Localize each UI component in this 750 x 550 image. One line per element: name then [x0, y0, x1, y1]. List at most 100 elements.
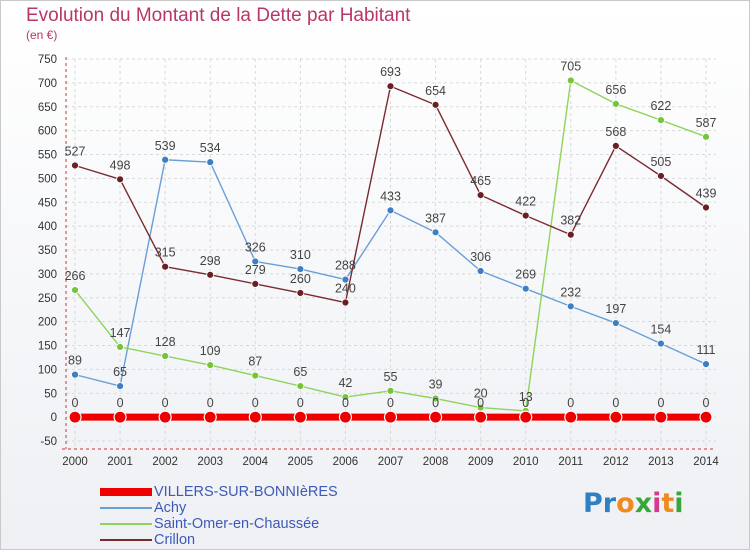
- data-point: [476, 191, 485, 199]
- data-label: 0: [162, 396, 169, 410]
- data-label: 42: [338, 376, 352, 390]
- data-point: [657, 339, 665, 348]
- x-tick-label: 2014: [693, 456, 719, 468]
- data-point: [338, 410, 353, 424]
- data-label: 87: [248, 355, 262, 369]
- data-label: 13: [519, 390, 533, 404]
- x-tick-label: 2000: [62, 456, 88, 468]
- x-tick-label: 2008: [423, 456, 449, 468]
- data-label: 232: [560, 285, 581, 299]
- data-point: [296, 382, 305, 390]
- data-label: 656: [605, 83, 626, 97]
- y-tick-label: 750: [38, 54, 57, 66]
- data-label: 310: [290, 248, 311, 262]
- data-point: [161, 155, 170, 164]
- data-label: 505: [650, 155, 671, 169]
- y-tick-label: 200: [38, 317, 57, 329]
- legend-label: Saint-Omer-en-Chaussée: [154, 516, 320, 532]
- data-label: 315: [155, 246, 176, 260]
- y-tick-label: 300: [38, 269, 57, 281]
- data-label: 387: [425, 211, 446, 225]
- data-point: [113, 410, 127, 424]
- data-label: 0: [297, 396, 304, 410]
- x-tick-label: 2009: [468, 456, 494, 468]
- data-point: [386, 386, 395, 395]
- data-point: [203, 410, 217, 424]
- data-point: [611, 99, 620, 108]
- x-tick-label: 2010: [513, 456, 539, 468]
- data-label: 240: [335, 282, 356, 296]
- data-point: [206, 361, 215, 369]
- data-point: [251, 371, 260, 380]
- x-tick-label: 2001: [107, 456, 133, 468]
- data-point: [161, 262, 170, 271]
- data-point: [431, 228, 440, 237]
- data-label: 0: [387, 396, 394, 410]
- data-label: 527: [65, 144, 86, 158]
- data-point: [609, 410, 623, 424]
- logo-letter: P: [583, 488, 603, 519]
- data-label: 109: [200, 344, 221, 358]
- data-point: [71, 286, 79, 295]
- y-tick-label: 350: [38, 245, 57, 257]
- data-label: 693: [380, 65, 401, 79]
- y-tick-label: -50: [40, 436, 57, 448]
- data-point: [206, 158, 215, 167]
- data-label: 111: [696, 343, 715, 357]
- x-tick-label: 2007: [378, 456, 404, 468]
- logo-letter: r: [602, 488, 617, 519]
- data-label: 382: [560, 214, 581, 228]
- data-label: 0: [657, 396, 664, 410]
- data-point: [161, 352, 170, 360]
- logo-letter: o: [616, 488, 635, 519]
- legend-label: Crillon: [154, 532, 196, 548]
- data-label: 539: [155, 139, 176, 153]
- data-point: [116, 343, 124, 351]
- x-tick-label: 2002: [152, 456, 178, 468]
- legend-swatch: [100, 523, 152, 525]
- data-label: 269: [515, 268, 536, 282]
- axes: [62, 57, 716, 450]
- data-label: 197: [605, 302, 626, 316]
- data-point: [428, 410, 443, 424]
- data-label: 147: [110, 326, 131, 340]
- data-point: [657, 116, 665, 125]
- data-point: [521, 284, 530, 293]
- data-label: 89: [68, 354, 82, 368]
- data-label: 568: [605, 125, 626, 139]
- legend-swatch: [100, 488, 152, 496]
- data-point: [611, 142, 620, 150]
- data-label: 654: [425, 84, 446, 98]
- data-point: [116, 175, 124, 184]
- y-tick-label: 250: [38, 293, 57, 305]
- data-point: [566, 302, 575, 311]
- data-label: 65: [293, 365, 307, 379]
- data-point: [702, 360, 710, 369]
- tick-labels: -500501001502002503003504004505005506006…: [38, 54, 720, 468]
- unit-label: (en €): [26, 28, 58, 42]
- data-label: 0: [342, 396, 349, 410]
- data-label: 0: [207, 396, 214, 410]
- y-tick-label: 100: [38, 364, 57, 376]
- data-label: 0: [703, 396, 710, 410]
- data-point: [71, 161, 79, 170]
- chart-title: Evolution du Montant de la Dette par Hab…: [26, 5, 411, 26]
- y-tick-label: 700: [38, 78, 57, 90]
- data-point: [474, 410, 488, 424]
- data-point: [431, 394, 440, 403]
- data-point: [654, 410, 668, 424]
- data-point: [386, 206, 395, 215]
- legend-label: VILLERS-SUR-BONNIèRES: [154, 484, 338, 500]
- data-point: [564, 410, 578, 424]
- data-point: [341, 275, 350, 284]
- data-label: 433: [380, 189, 401, 203]
- data-label: 439: [696, 187, 717, 201]
- data-label: 20: [474, 387, 488, 401]
- grid-lines: [66, 58, 716, 449]
- y-tick-label: 0: [51, 412, 57, 424]
- y-tick-label: 500: [38, 173, 57, 185]
- data-label: 326: [245, 240, 266, 254]
- data-label: 0: [252, 396, 259, 410]
